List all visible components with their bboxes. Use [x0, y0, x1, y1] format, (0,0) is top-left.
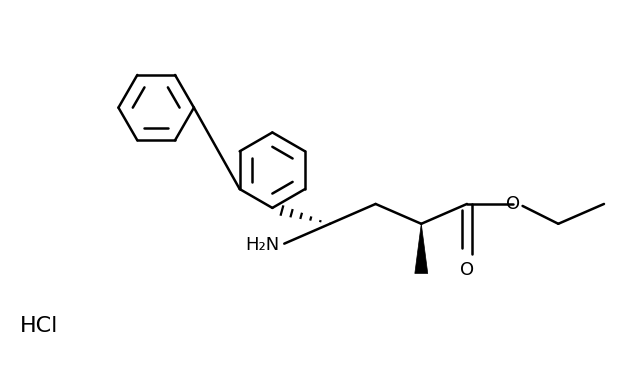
- Text: H₂N: H₂N: [245, 236, 279, 254]
- Polygon shape: [415, 224, 428, 274]
- Text: O: O: [505, 195, 519, 213]
- Text: HCl: HCl: [20, 316, 58, 336]
- Text: O: O: [460, 261, 474, 279]
